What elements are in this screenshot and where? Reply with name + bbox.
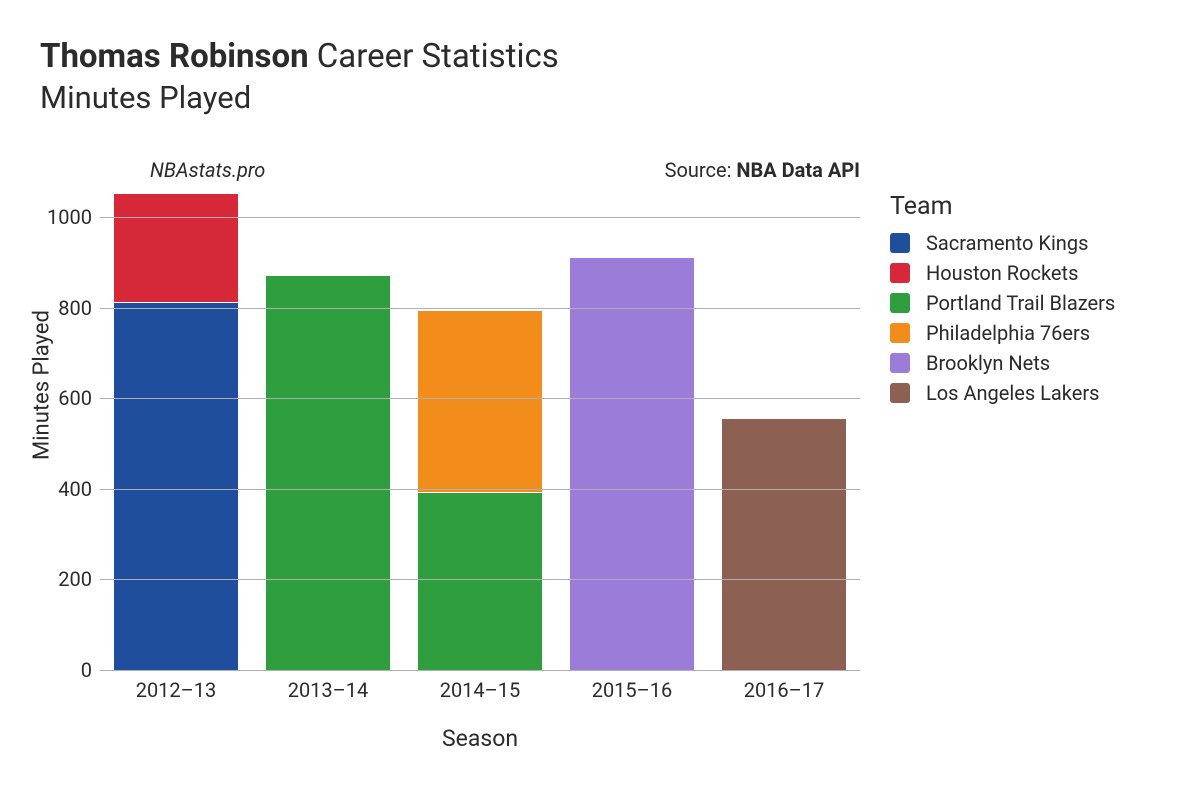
legend-item: Sacramento Kings [890, 231, 1115, 255]
bar-segment [418, 493, 543, 670]
y-tick-label: 1000 [47, 205, 100, 229]
bar-segment [570, 258, 695, 670]
x-axis-label: Season [100, 725, 860, 752]
grid-line [100, 217, 860, 218]
bar-slot: 2013–14 [252, 190, 404, 670]
x-tick-label: 2015–16 [592, 678, 673, 702]
legend-label: Portland Trail Blazers [926, 291, 1115, 315]
title-player-name: Thomas Robinson [40, 37, 309, 76]
legend-swatch [890, 383, 910, 403]
legend-items: Sacramento Kings Houston Rockets Portland … [890, 231, 1115, 405]
grid-line [100, 670, 860, 671]
legend-swatch [890, 263, 910, 283]
plot-area: 2012–132013–142014–152015–162016–17 0200… [100, 190, 860, 670]
chart: Minutes Played 2012–132013–142014–152015… [40, 150, 1160, 770]
legend-swatch [890, 233, 910, 253]
legend-label: Brooklyn Nets [926, 351, 1050, 375]
bar-segment [114, 194, 239, 303]
bar-slot: 2014–15 [404, 190, 556, 670]
legend-swatch [890, 353, 910, 373]
y-axis-label: Minutes Played [30, 310, 55, 460]
bar-slot: 2016–17 [708, 190, 860, 670]
legend-swatch [890, 293, 910, 313]
legend-label: Houston Rockets [926, 261, 1078, 285]
legend: Team Sacramento Kings Houston Rockets Port… [890, 192, 1115, 411]
grid-line [100, 489, 860, 490]
y-tick-label: 200 [58, 567, 100, 591]
x-tick-label: 2016–17 [744, 678, 825, 702]
grid-line [100, 579, 860, 580]
bar-segment [722, 419, 847, 670]
legend-item: Brooklyn Nets [890, 351, 1115, 375]
bar-slot: 2012–13 [100, 190, 252, 670]
y-tick-label: 0 [81, 658, 100, 682]
grid-line [100, 398, 860, 399]
legend-item: Los Angeles Lakers [890, 381, 1115, 405]
page-subtitle: Minutes Played [40, 79, 1160, 116]
x-tick-label: 2014–15 [440, 678, 521, 702]
grid-line [100, 308, 860, 309]
bars-container: 2012–132013–142014–152015–162016–17 [100, 190, 860, 670]
y-tick-label: 600 [58, 386, 100, 410]
x-tick-label: 2012–13 [136, 678, 217, 702]
chart-page: Thomas Robinson Career Statistics Minute… [0, 0, 1200, 800]
legend-item: Portland Trail Blazers [890, 291, 1115, 315]
bar-segment [266, 276, 391, 670]
y-tick-label: 800 [58, 296, 100, 320]
y-tick-label: 400 [58, 477, 100, 501]
legend-label: Philadelphia 76ers [926, 321, 1090, 345]
bar-segment [114, 303, 239, 670]
bar-slot: 2015–16 [556, 190, 708, 670]
x-tick-label: 2013–14 [288, 678, 369, 702]
legend-label: Los Angeles Lakers [926, 381, 1099, 405]
legend-item: Philadelphia 76ers [890, 321, 1115, 345]
legend-label: Sacramento Kings [926, 231, 1088, 255]
legend-item: Houston Rockets [890, 261, 1115, 285]
title-suffix: Career Statistics [309, 37, 559, 76]
bar-segment [418, 311, 543, 492]
page-title: Thomas Robinson Career Statistics [40, 36, 1160, 77]
legend-title: Team [890, 192, 1115, 221]
legend-swatch [890, 323, 910, 343]
